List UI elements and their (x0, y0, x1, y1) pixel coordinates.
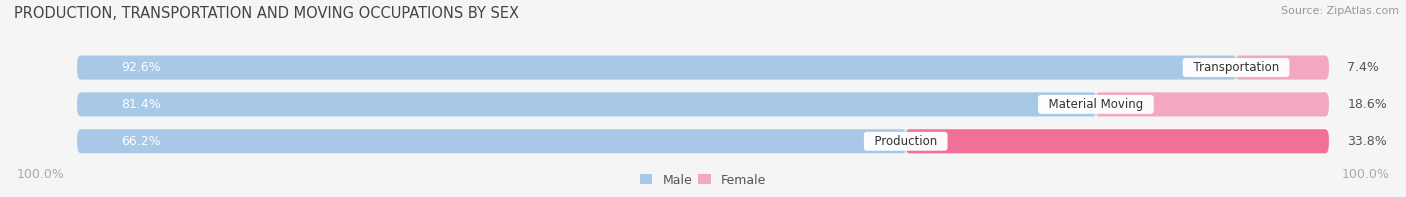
Text: 66.2%: 66.2% (121, 135, 160, 148)
FancyBboxPatch shape (77, 92, 1329, 116)
FancyBboxPatch shape (1236, 56, 1329, 80)
FancyBboxPatch shape (77, 56, 1329, 80)
Text: Transportation: Transportation (1185, 61, 1286, 74)
Text: 100.0%: 100.0% (1341, 168, 1389, 181)
Text: Material Moving: Material Moving (1040, 98, 1150, 111)
Text: 18.6%: 18.6% (1347, 98, 1388, 111)
Text: 7.4%: 7.4% (1347, 61, 1379, 74)
Text: 33.8%: 33.8% (1347, 135, 1388, 148)
Text: Production: Production (868, 135, 945, 148)
FancyBboxPatch shape (1095, 92, 1329, 116)
Text: 81.4%: 81.4% (121, 98, 160, 111)
FancyBboxPatch shape (77, 129, 905, 153)
FancyBboxPatch shape (77, 56, 1236, 80)
Text: 92.6%: 92.6% (121, 61, 160, 74)
FancyBboxPatch shape (77, 129, 1329, 153)
Legend: Male, Female: Male, Female (640, 174, 766, 187)
FancyBboxPatch shape (905, 129, 1329, 153)
Text: 100.0%: 100.0% (17, 168, 65, 181)
Text: Source: ZipAtlas.com: Source: ZipAtlas.com (1281, 6, 1399, 16)
Text: PRODUCTION, TRANSPORTATION AND MOVING OCCUPATIONS BY SEX: PRODUCTION, TRANSPORTATION AND MOVING OC… (14, 6, 519, 21)
FancyBboxPatch shape (77, 92, 1097, 116)
